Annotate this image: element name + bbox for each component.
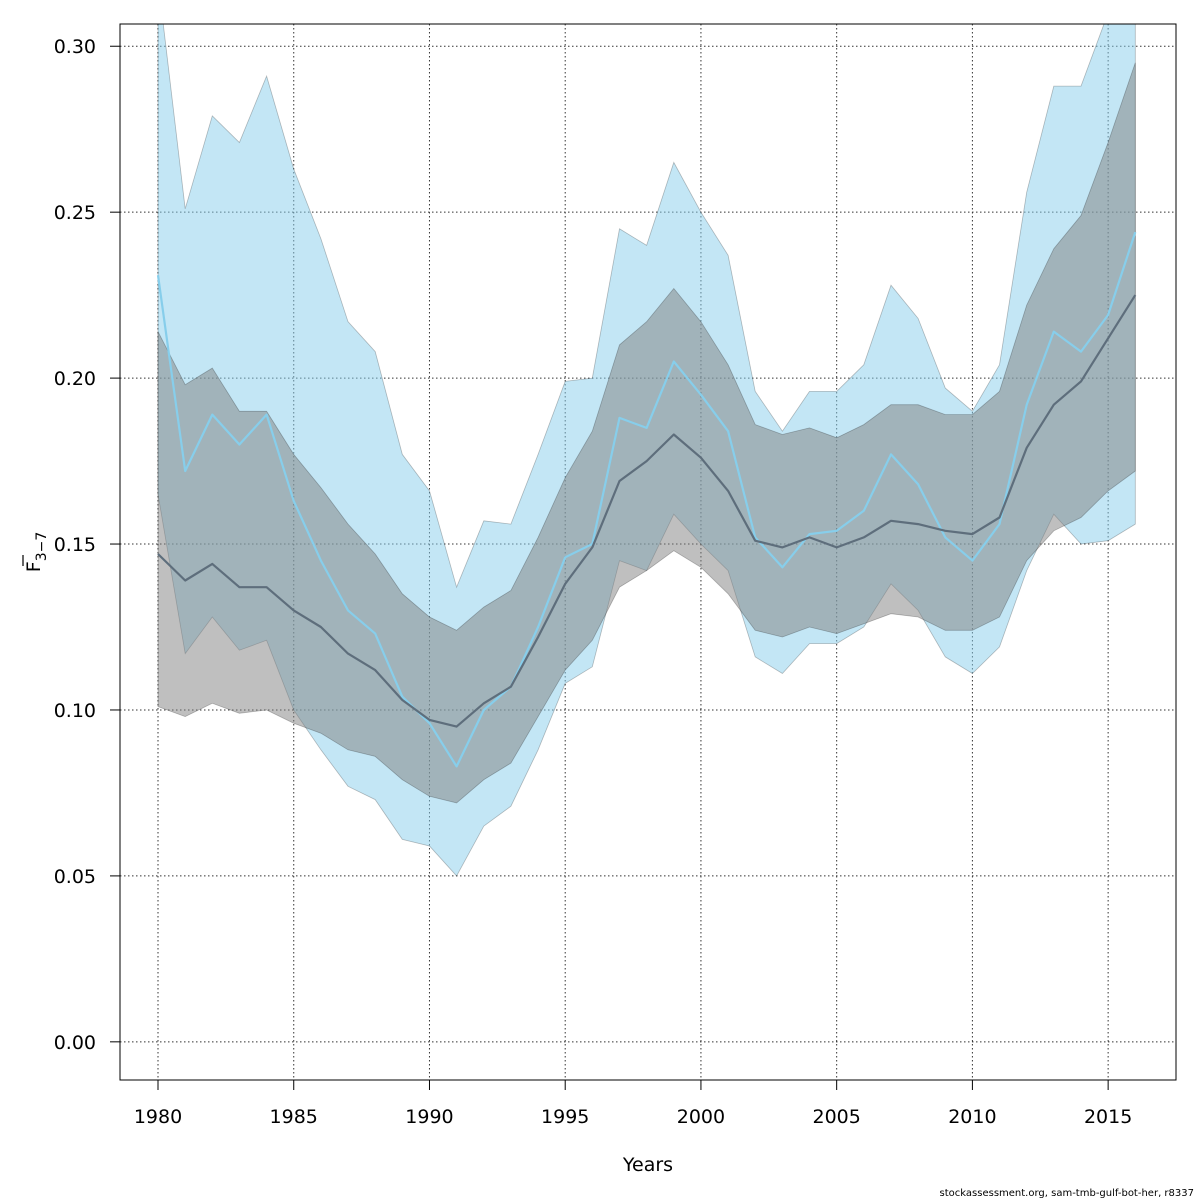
- x-tick-label: 2000: [677, 1106, 725, 1128]
- y-tick-label: 0.25: [54, 202, 96, 224]
- series-lines: [156, 231, 1137, 768]
- x-tick-label: 1985: [270, 1106, 318, 1128]
- y-tick-label: 0.00: [54, 1032, 96, 1054]
- x-tick-label: 2005: [812, 1106, 860, 1128]
- y-axis-title-subscript: 3−7: [34, 532, 50, 562]
- x-tick-label: 2010: [948, 1106, 996, 1128]
- x-tick-label: 1995: [541, 1106, 589, 1128]
- y-tick-label: 0.15: [54, 534, 96, 556]
- x-tick-label: 1990: [405, 1106, 453, 1128]
- plot-frame: [119, 23, 1177, 1081]
- y-tick-label: 0.30: [54, 36, 96, 58]
- x-axis: 1980 1985 1990 1995 2000 2005 2010 2015: [134, 1080, 1132, 1128]
- confidence-bands: [157, 24, 1136, 877]
- x-tick-label: 2015: [1084, 1106, 1132, 1128]
- svg-text:F3−7: F3−7: [23, 532, 50, 572]
- y-tick-label: 0.05: [54, 866, 96, 888]
- y-tick-label: 0.20: [54, 368, 96, 390]
- y-tick-label: 0.10: [54, 700, 96, 722]
- x-tick-label: 1980: [134, 1106, 182, 1128]
- x-axis-title: Years: [622, 1154, 673, 1176]
- credit-text: stockassessment.org, sam-tmb-gulf-bot-he…: [940, 1188, 1194, 1199]
- y-axis-title-base: F: [23, 561, 45, 572]
- y-axis: 0.00 0.05 0.10 0.15 0.20 0.25 0.30: [54, 36, 120, 1054]
- series-line-1: [156, 231, 1137, 768]
- series-line-2: [157, 294, 1137, 728]
- confidence-band-2: [157, 62, 1136, 804]
- y-axis-title: F3−7: [22, 532, 50, 572]
